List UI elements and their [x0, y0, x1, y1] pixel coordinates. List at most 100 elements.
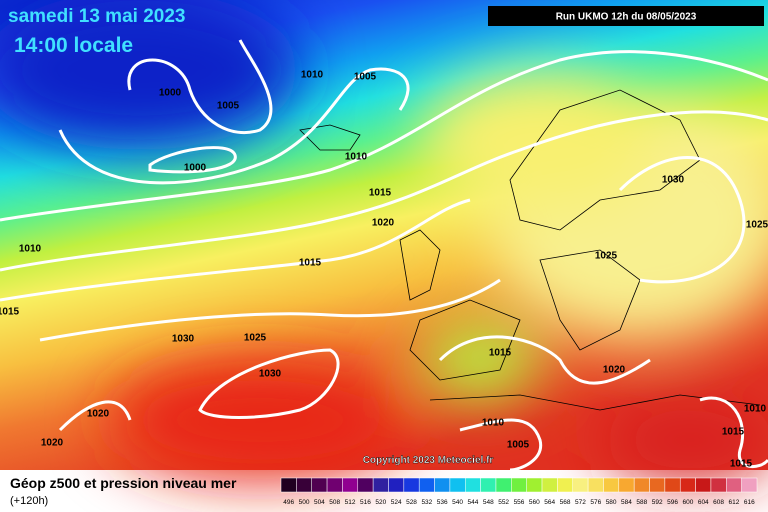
color-scale: 496 500 504 508 512 516 520 524 528 532 536 540 544 5… [280, 477, 758, 506]
isobar-label: 1020 [603, 365, 626, 376]
isobars [0, 39, 768, 472]
isobar-label: 1000 [184, 163, 207, 174]
scale-swatch [495, 477, 512, 493]
scale-label: 536 [437, 499, 448, 506]
scale-label: 612 [729, 499, 740, 506]
scale-label: 588 [636, 499, 647, 506]
scale-swatch [511, 477, 527, 493]
scale-swatch [695, 477, 712, 493]
scale-swatch [649, 477, 666, 493]
isobar-label: 1005 [217, 101, 240, 112]
scale-label: 524 [391, 499, 402, 506]
isobar-label: 1015 [489, 348, 512, 359]
isobar-label: 1025 [244, 333, 267, 344]
isobar-label: 1010 [19, 244, 42, 255]
scale-label: 616 [744, 499, 755, 506]
isobar-label: 1030 [259, 369, 282, 380]
scale-label: 604 [698, 499, 709, 506]
scale-swatch [633, 477, 650, 493]
isobar-label: 1010 [345, 152, 368, 163]
legend-subtitle: (+120h) [10, 495, 48, 507]
isobar-label: 1020 [372, 218, 395, 229]
scale-swatch [726, 477, 742, 493]
scale-label: 516 [360, 499, 371, 506]
time-title: 14:00 locale [14, 34, 133, 57]
isobar-label: 1015 [299, 258, 322, 269]
scale-label: 508 [329, 499, 340, 506]
scale-swatch [465, 477, 481, 493]
scale-swatch [679, 477, 696, 493]
run-label: Run UKMO 12h du 08/05/2023 [556, 12, 697, 23]
isobar-label: 1015 [369, 188, 392, 199]
isobar-label: 1025 [746, 220, 768, 231]
scale-swatch [296, 477, 312, 493]
isobar-label: 1010 [482, 418, 505, 429]
isobar-label: 1000 [159, 88, 182, 99]
scale-label: 532 [421, 499, 432, 506]
scale-label: 608 [713, 499, 724, 506]
scale-label: 580 [606, 499, 617, 506]
isobar-label: 1015 [722, 427, 745, 438]
scale-swatch [557, 477, 573, 493]
scale-swatch [326, 477, 343, 493]
scale-swatch [311, 477, 328, 493]
scale-label: 600 [682, 499, 693, 506]
scale-label: 556 [514, 499, 525, 506]
scale-swatch [434, 477, 451, 493]
scale-swatch [449, 477, 466, 493]
scale-label: 504 [314, 499, 325, 506]
scale-swatch [480, 477, 497, 493]
isobar-label: 1010 [301, 70, 324, 81]
scale-swatch [418, 477, 435, 493]
scale-swatch [388, 477, 405, 493]
scale-swatch [664, 477, 681, 493]
scale-swatch [741, 477, 758, 493]
scale-label: 528 [406, 499, 417, 506]
scale-swatch [710, 477, 727, 493]
scale-swatch [403, 477, 420, 493]
scale-swatch [526, 477, 543, 493]
isobar-label: 1020 [87, 409, 110, 420]
isobar-label: 1020 [41, 438, 64, 449]
scale-swatch [342, 477, 359, 493]
isobar-label: 1005 [354, 72, 377, 83]
scale-swatch [280, 477, 297, 493]
isobar-label: 1010 [744, 404, 767, 415]
copyright: Copyright 2023 Meteociel.fr [363, 455, 494, 466]
isobar-label: 1030 [172, 334, 195, 345]
scale-swatch [587, 477, 604, 493]
scale-swatch [603, 477, 620, 493]
scale-label: 520 [375, 499, 386, 506]
isobar-labels: 1000100510001010100510101015102010101015… [0, 70, 768, 470]
scale-label: 500 [299, 499, 310, 506]
date-title: samedi 13 mai 2023 [8, 6, 185, 27]
scale-label: 564 [544, 499, 555, 506]
scale-label: 552 [498, 499, 509, 506]
scale-label: 592 [652, 499, 663, 506]
scale-label: 544 [468, 499, 479, 506]
scale-swatch [572, 477, 589, 493]
scale-swatch [618, 477, 635, 493]
scale-label: 576 [590, 499, 601, 506]
isobar-label: 1025 [595, 251, 618, 262]
isobar-label: 1015 [0, 307, 20, 318]
scale-swatch [372, 477, 389, 493]
scale-label: 512 [345, 499, 356, 506]
scale-label: 596 [667, 499, 678, 506]
scale-swatch [541, 477, 558, 493]
scale-label: 560 [529, 499, 540, 506]
scale-swatch [357, 477, 374, 493]
isobar-label: 1030 [662, 175, 685, 186]
scale-label: 548 [483, 499, 494, 506]
isobar-label: 1015 [730, 459, 753, 470]
scale-label: 572 [575, 499, 586, 506]
scale-label: 568 [560, 499, 571, 506]
isobar-label: 1005 [507, 440, 530, 451]
scale-label: 584 [621, 499, 632, 506]
scale-label: 540 [452, 499, 463, 506]
legend-title: Géop z500 et pression niveau mer [10, 475, 237, 491]
run-box [488, 6, 764, 26]
scale-label: 496 [283, 499, 294, 506]
